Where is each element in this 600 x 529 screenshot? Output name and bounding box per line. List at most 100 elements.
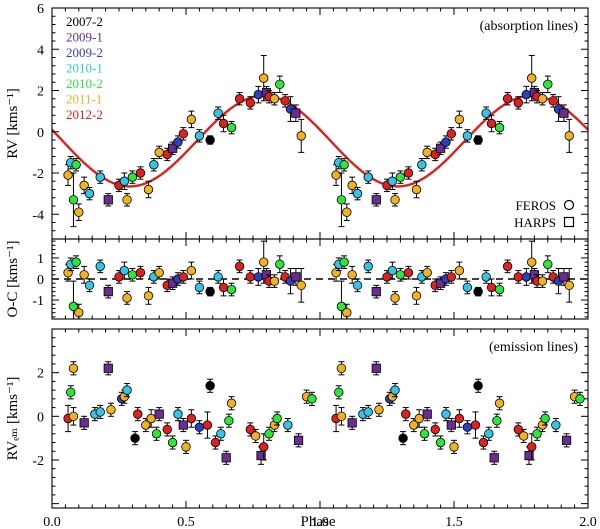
- marker-square: [371, 363, 381, 373]
- marker-circle: [296, 131, 306, 141]
- data-point: [363, 259, 373, 274]
- data-point: [435, 435, 446, 450]
- data-point: [446, 418, 456, 433]
- marker-circle: [540, 413, 550, 424]
- data-point: [352, 186, 363, 201]
- data-point: [95, 170, 105, 184]
- marker-circle: [339, 257, 349, 267]
- data-point: [68, 280, 79, 319]
- marker-square: [293, 435, 304, 445]
- marker-circle: [210, 437, 221, 448]
- data-point: [486, 114, 497, 133]
- data-point: [205, 135, 215, 145]
- marker-circle: [205, 286, 215, 297]
- marker-circle: [213, 272, 223, 282]
- instrument-legend-marker: [563, 216, 575, 228]
- marker-circle: [202, 420, 213, 430]
- marker-circle: [71, 257, 81, 267]
- data-point: [454, 409, 465, 428]
- marker-circle: [275, 79, 285, 90]
- marker-circle: [259, 73, 269, 83]
- y-axis-label-rv: RV [kms⁻¹]: [5, 88, 21, 159]
- marker-circle: [234, 261, 245, 272]
- marker-circle: [218, 282, 229, 293]
- data-point: [527, 433, 537, 461]
- data-point: [551, 418, 561, 433]
- data-point: [74, 203, 84, 221]
- marker-circle: [521, 89, 532, 100]
- data-point: [494, 396, 505, 411]
- data-point: [347, 265, 357, 284]
- marker-circle: [63, 170, 73, 180]
- data-point: [449, 439, 459, 454]
- legend-entry: 2012-2: [66, 107, 103, 122]
- marker-circle: [143, 184, 154, 195]
- data-point: [167, 435, 178, 450]
- y-tick-label: -4: [32, 208, 44, 223]
- marker-circle: [218, 118, 229, 129]
- data-point: [143, 180, 154, 199]
- marker-circle: [269, 94, 280, 104]
- marker-circle: [283, 420, 293, 430]
- marker-circle: [527, 257, 537, 267]
- data-point: [371, 284, 381, 299]
- data-point: [441, 407, 451, 422]
- marker-circle: [435, 437, 446, 448]
- marker-circle: [122, 385, 132, 395]
- data-point: [473, 378, 483, 393]
- marker-circle: [106, 405, 116, 415]
- marker-circle: [449, 442, 459, 452]
- marker-circle: [543, 259, 553, 269]
- instrument-legend-marker: [563, 199, 575, 211]
- marker-circle: [492, 415, 502, 426]
- marker-square: [446, 420, 456, 430]
- data-point: [564, 118, 574, 153]
- marker-circle: [342, 207, 352, 217]
- marker-circle: [141, 420, 151, 430]
- data-point: [226, 396, 237, 411]
- marker-circle: [395, 172, 406, 182]
- marker-circle: [71, 160, 81, 170]
- data-point: [84, 186, 95, 201]
- data-point: [119, 172, 130, 190]
- data-point: [473, 135, 483, 145]
- marker-circle: [245, 272, 256, 282]
- data-point: [79, 415, 89, 430]
- data-point: [253, 267, 264, 286]
- data-point: [374, 402, 384, 417]
- marker-circle: [135, 267, 146, 278]
- marker-circle: [462, 422, 473, 432]
- data-point: [296, 267, 306, 303]
- data-point: [269, 274, 280, 288]
- data-point: [473, 286, 483, 297]
- marker-circle: [194, 131, 205, 141]
- data-point: [272, 411, 282, 426]
- data-point: [154, 265, 164, 280]
- marker-circle: [119, 265, 130, 276]
- legend-entry: 2010-2: [66, 76, 103, 91]
- marker-circle: [521, 272, 532, 282]
- marker-circle: [213, 108, 223, 118]
- marker-circle: [194, 422, 205, 432]
- data-point: [363, 170, 373, 184]
- marker-circle: [470, 420, 481, 430]
- data-point: [371, 361, 381, 376]
- marker-square: [489, 453, 499, 463]
- data-point: [339, 158, 349, 172]
- marker-circle: [527, 442, 537, 452]
- marker-circle: [224, 415, 234, 426]
- data-point: [135, 166, 146, 180]
- marker-square: [422, 409, 432, 419]
- data-point: [403, 166, 414, 180]
- data-point: [540, 411, 550, 426]
- marker-circle: [481, 108, 491, 118]
- legend-entry: 2009-1: [66, 30, 103, 45]
- marker-circle: [382, 272, 392, 282]
- data-point: [213, 106, 223, 120]
- data-point: [68, 361, 79, 376]
- data-point: [250, 428, 261, 444]
- data-point: [154, 145, 164, 160]
- marker-circle: [149, 160, 159, 170]
- marker-circle: [146, 413, 156, 424]
- data-point: [95, 259, 105, 274]
